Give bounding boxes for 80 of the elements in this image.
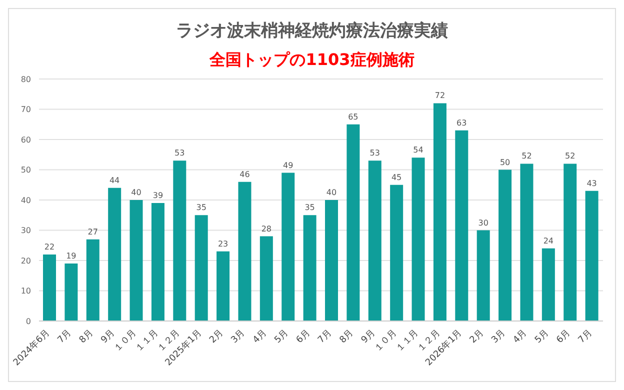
data-label: 27	[88, 227, 98, 236]
y-tick-label: 0	[26, 316, 31, 326]
data-label: 24	[543, 236, 554, 246]
data-label: 19	[66, 252, 76, 261]
bar	[585, 190, 598, 321]
y-tick-label: 70	[20, 105, 31, 114]
bar	[43, 254, 56, 321]
data-label: 44	[109, 176, 120, 185]
data-label: 40	[326, 188, 337, 197]
data-label: 46	[240, 170, 250, 179]
data-label: 50	[500, 158, 510, 167]
x-tick-label: 5月	[273, 328, 291, 346]
data-label: 52	[522, 152, 532, 161]
bar	[64, 264, 78, 321]
data-label: 65	[348, 112, 358, 122]
data-label: 63	[456, 118, 467, 128]
bar	[520, 164, 534, 321]
y-tick-label: 30	[20, 226, 31, 236]
bar	[412, 158, 425, 321]
bar	[108, 188, 122, 321]
data-label: 35	[304, 203, 315, 212]
data-label: 40	[131, 188, 142, 197]
data-label: 72	[434, 91, 446, 100]
x-tick-label: 7月	[316, 328, 334, 346]
x-tick-label: 2月	[468, 328, 486, 346]
data-label: 39	[152, 191, 164, 200]
bar	[433, 103, 446, 321]
data-label: 53	[174, 148, 185, 158]
bar	[238, 182, 252, 321]
x-tick-label: １１月	[394, 328, 421, 354]
bar	[130, 200, 143, 321]
x-tick-label: 4月	[251, 328, 269, 346]
x-tick-label: 7月	[576, 328, 594, 346]
y-tick-label: 80	[20, 74, 31, 84]
data-label: 43	[586, 178, 597, 188]
bar	[86, 239, 100, 321]
x-tick-label: 8月	[78, 328, 96, 346]
bar	[282, 172, 295, 321]
y-tick-label: 50	[20, 166, 31, 175]
bar	[151, 203, 164, 321]
bar	[325, 200, 338, 321]
bar	[498, 170, 512, 321]
data-label: 28	[261, 224, 272, 234]
bar	[390, 184, 404, 321]
chart-title: ラジオ波末梢神経焼灼療法治療実績	[175, 20, 449, 42]
data-label: 52	[565, 152, 576, 161]
bar	[368, 160, 382, 321]
bar	[564, 164, 577, 321]
data-label: 49	[283, 160, 294, 170]
bar	[194, 215, 208, 321]
bar	[260, 236, 273, 321]
bar	[303, 215, 316, 321]
x-tick-label: 5月	[533, 328, 551, 346]
data-label: 54	[413, 146, 424, 155]
y-tick-label: 20	[20, 256, 31, 266]
y-tick-label: 10	[20, 286, 31, 296]
bar	[346, 124, 360, 321]
bar	[173, 160, 186, 321]
x-tick-label: 3月	[490, 328, 508, 346]
x-tick-label: 4月	[512, 328, 530, 346]
y-tick-label: 40	[20, 196, 31, 205]
data-label: 30	[478, 218, 488, 228]
data-label: 22	[44, 242, 55, 252]
chart-subtitle: 全国トップの1103症例施術	[208, 50, 416, 71]
bar	[542, 248, 555, 321]
x-tick-label: 2月	[208, 328, 226, 346]
x-tick-label: 6月	[294, 328, 312, 346]
x-tick-label: 6月	[555, 328, 573, 346]
data-label: 45	[391, 172, 402, 182]
x-tick-label: 8月	[338, 328, 356, 346]
bar	[476, 230, 490, 321]
bar	[216, 251, 230, 321]
x-tick-label: 9月	[360, 328, 378, 346]
x-tick-label: 7月	[56, 328, 74, 346]
x-tick-label: 3月	[230, 328, 248, 346]
bar	[455, 130, 468, 321]
data-label: 53	[370, 148, 380, 158]
y-tick-label: 60	[20, 135, 31, 144]
data-label: 23	[218, 239, 228, 248]
data-label: 35	[196, 203, 206, 212]
